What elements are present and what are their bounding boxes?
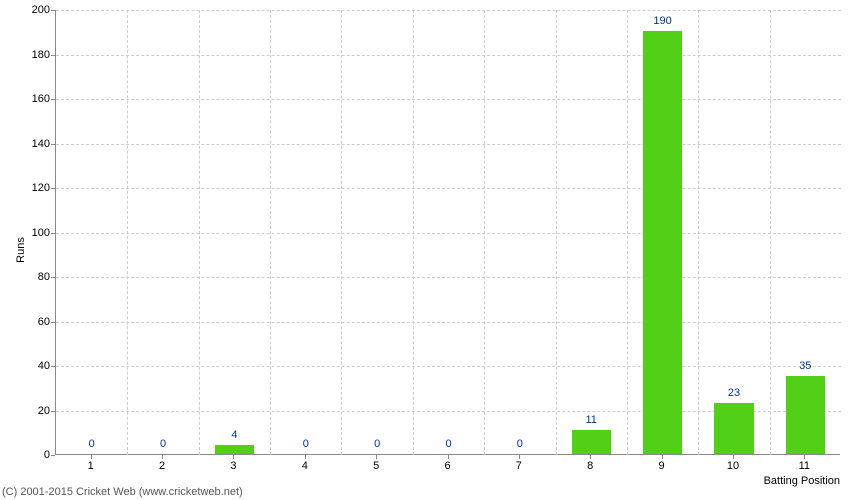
grid-line-h [56, 233, 841, 234]
x-tick-mark [233, 455, 234, 459]
y-tick-label: 160 [10, 93, 50, 105]
grid-line-h [56, 55, 841, 56]
grid-line-v [413, 10, 414, 455]
x-tick-mark [376, 455, 377, 459]
y-tick-label: 40 [10, 360, 50, 372]
x-tick-mark [448, 455, 449, 459]
grid-line-v [199, 10, 200, 455]
y-axis-title: Runs [15, 237, 27, 263]
grid-line-v [698, 10, 699, 455]
x-tick-label: 9 [659, 460, 665, 472]
bar-value-label: 0 [303, 438, 309, 450]
x-tick-label: 2 [159, 460, 165, 472]
y-tick-label: 0 [10, 449, 50, 461]
x-tick-label: 7 [516, 460, 522, 472]
bar [786, 376, 825, 454]
grid-line-v [627, 10, 628, 455]
x-tick-mark [162, 455, 163, 459]
grid-line-v [270, 10, 271, 455]
bar [643, 31, 682, 454]
y-tick-label: 200 [10, 4, 50, 16]
grid-line-v [770, 10, 771, 455]
copyright-text: (C) 2001-2015 Cricket Web (www.cricketwe… [2, 486, 243, 498]
x-tick-mark [590, 455, 591, 459]
x-tick-label: 10 [727, 460, 739, 472]
y-tick-mark [51, 277, 55, 278]
grid-line-h [56, 366, 841, 367]
bar-value-label: 0 [374, 438, 380, 450]
bar [714, 403, 753, 454]
grid-line-v [127, 10, 128, 455]
x-tick-label: 11 [799, 460, 810, 472]
x-tick-label: 3 [230, 460, 236, 472]
y-tick-mark [51, 366, 55, 367]
grid-line-v [556, 10, 557, 455]
grid-line-h [56, 99, 841, 100]
bar-value-label: 35 [799, 360, 811, 372]
x-tick-mark [91, 455, 92, 459]
bar-value-label: 190 [653, 15, 671, 27]
bar-value-label: 23 [728, 387, 740, 399]
x-tick-mark [662, 455, 663, 459]
bar [572, 430, 611, 454]
y-tick-label: 140 [10, 138, 50, 150]
grid-line-v [484, 10, 485, 455]
x-tick-label: 5 [373, 460, 379, 472]
x-tick-mark [733, 455, 734, 459]
y-tick-label: 180 [10, 49, 50, 61]
y-tick-mark [51, 455, 55, 456]
bar-value-label: 4 [231, 429, 237, 441]
x-tick-mark [519, 455, 520, 459]
grid-line-h [56, 188, 841, 189]
x-tick-label: 4 [302, 460, 308, 472]
grid-line-h [56, 10, 841, 11]
x-tick-label: 8 [587, 460, 593, 472]
grid-line-h [56, 322, 841, 323]
y-tick-label: 20 [10, 405, 50, 417]
bar-value-label: 0 [160, 438, 166, 450]
grid-line-h [56, 144, 841, 145]
plot-area: 0 0 4 0 0 0 0 11 190 23 35 [55, 10, 840, 455]
bar-value-label: 0 [445, 438, 451, 450]
y-tick-label: 100 [10, 227, 50, 239]
y-tick-mark [51, 10, 55, 11]
x-tick-label: 6 [444, 460, 450, 472]
y-tick-label: 60 [10, 316, 50, 328]
x-tick-label: 1 [88, 460, 94, 472]
x-axis-title: Batting Position [764, 475, 840, 487]
y-tick-label: 80 [10, 271, 50, 283]
chart-container: 0040000111902335 [55, 10, 840, 470]
bar-value-label: 0 [89, 438, 95, 450]
grid-line-v [341, 10, 342, 455]
y-tick-mark [51, 188, 55, 189]
bar [215, 445, 254, 454]
y-tick-mark [51, 411, 55, 412]
bar-value-label: 11 [586, 414, 597, 426]
y-tick-mark [51, 322, 55, 323]
y-tick-mark [51, 233, 55, 234]
x-tick-mark [804, 455, 805, 459]
y-tick-mark [51, 144, 55, 145]
bar-value-label: 0 [517, 438, 523, 450]
y-tick-mark [51, 55, 55, 56]
y-tick-mark [51, 99, 55, 100]
grid-line-h [56, 277, 841, 278]
y-tick-label: 120 [10, 182, 50, 194]
x-tick-mark [305, 455, 306, 459]
